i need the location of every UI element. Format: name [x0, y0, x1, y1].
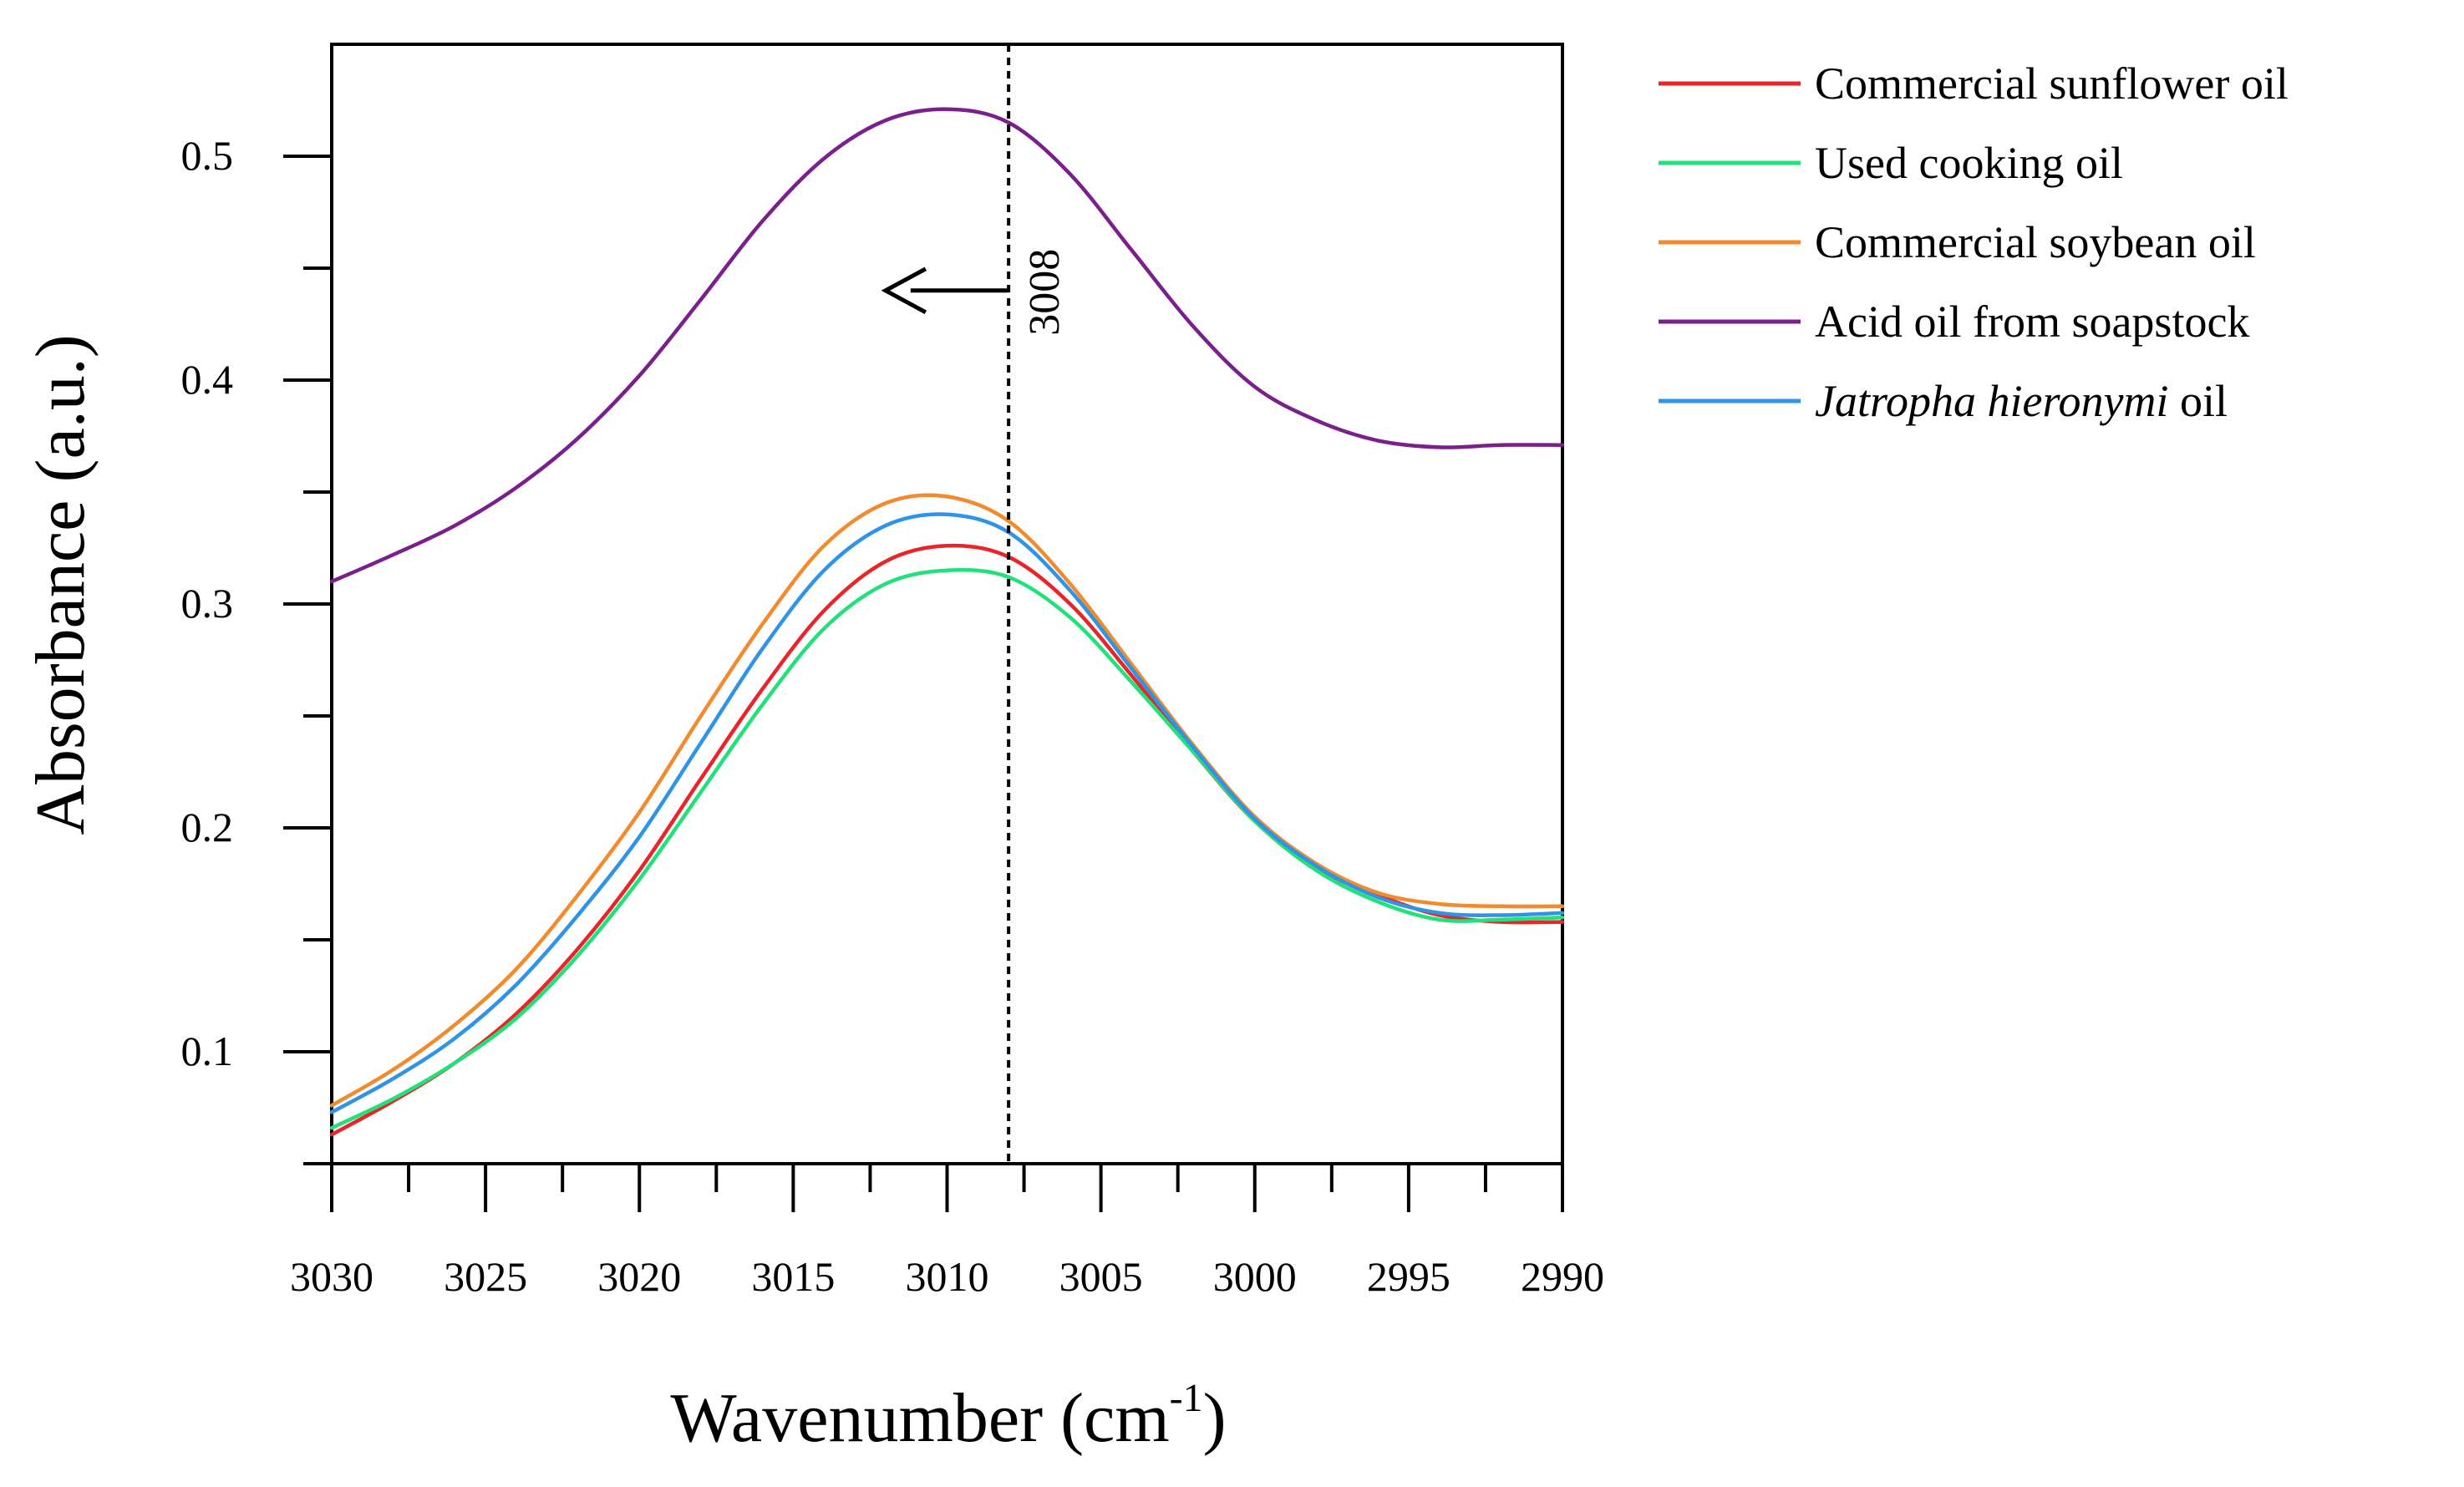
x-axis-title: Wavenumber (cm-1)	[670, 1376, 1226, 1457]
x-tick-label: 3015	[751, 1253, 835, 1300]
x-tick-label: 3005	[1059, 1253, 1143, 1300]
y-tick-label: 0.5	[181, 132, 234, 179]
legend-label: Jatropha hieronymi oil	[1815, 376, 2228, 426]
x-tick-label: 2990	[1521, 1253, 1604, 1300]
legend-item-3: Commercial soybean oil	[1659, 217, 2256, 267]
series-line-4	[329, 107, 1565, 584]
peak-arrow-head	[881, 266, 927, 314]
x-axis-ticks: 3030 3025 3020 3015 3010 3005 3000 2995 2990	[290, 1164, 1604, 1300]
legend-item-5: Jatropha hieronymi oil	[1659, 376, 2228, 426]
y-tick-label: 0.4	[181, 356, 234, 403]
series-line-5	[329, 512, 1565, 1114]
x-axis-title-superscript: -1	[1170, 1376, 1203, 1420]
x-tick-label: 3010	[906, 1253, 989, 1300]
y-tick-label: 0.2	[181, 804, 234, 850]
legend-label: Used cooking oil	[1815, 138, 2123, 188]
plot-frame	[330, 43, 1564, 1165]
x-tick-label: 3025	[444, 1253, 527, 1300]
legend-item-4: Acid oil from soapstock	[1659, 297, 2249, 347]
y-axis-ticks: 0.1 0.2 0.3 0.4 0.5	[181, 132, 332, 1165]
series-line-1	[329, 543, 1565, 1137]
peak-annotation: 3008	[881, 44, 1069, 1164]
legend: Commercial sunflower oil Used cooking oil…	[1659, 58, 2289, 426]
legend-label: Acid oil from soapstock	[1815, 297, 2249, 347]
legend-label: Commercial sunflower oil	[1815, 58, 2289, 109]
x-tick-label: 3020	[597, 1253, 681, 1300]
peak-label: 3008	[1021, 249, 1069, 336]
legend-label: Commercial soybean oil	[1815, 217, 2256, 267]
y-tick-label: 0.1	[181, 1028, 234, 1074]
legend-item-1: Commercial sunflower oil	[1659, 58, 2289, 109]
x-tick-label: 3000	[1213, 1253, 1297, 1300]
series-line-3	[329, 493, 1565, 1108]
series-line-2	[329, 567, 1565, 1130]
x-tick-label: 2995	[1367, 1253, 1450, 1300]
y-axis-title: Absorbance (a.u.)	[22, 334, 99, 835]
series-layer	[329, 107, 1565, 1137]
legend-item-2: Used cooking oil	[1659, 138, 2123, 188]
y-tick-label: 0.3	[181, 580, 234, 627]
x-tick-label: 3030	[290, 1253, 373, 1300]
